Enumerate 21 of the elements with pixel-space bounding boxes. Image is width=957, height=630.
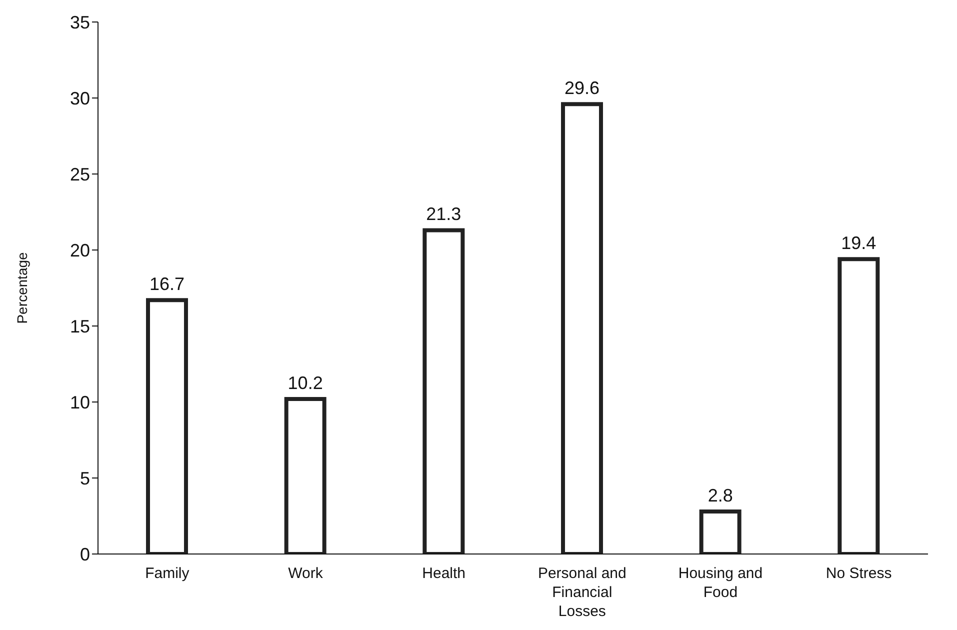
x-tick-label: Housing and Food xyxy=(678,565,763,601)
x-tick-label: Family xyxy=(145,565,190,582)
data-label: 19.4 xyxy=(841,233,876,254)
x-tick-label: Work xyxy=(288,565,324,582)
y-tick-label: 0 xyxy=(80,544,90,564)
y-tick-label: 20 xyxy=(70,240,90,260)
x-tick-label: Health xyxy=(422,565,466,582)
y-tick-label: 30 xyxy=(70,88,90,108)
data-label: 29.6 xyxy=(564,78,600,98)
y-tick-label: 10 xyxy=(70,392,90,412)
y-tick-label: 15 xyxy=(70,316,90,336)
y-tick-label: 35 xyxy=(70,12,90,32)
data-label: 21.3 xyxy=(426,204,462,224)
x-tick-label: Personal and Financial Losses xyxy=(538,565,626,620)
data-label: 2.8 xyxy=(708,485,733,506)
data-label: 16.7 xyxy=(149,274,185,294)
y-axis-title: Percentage xyxy=(14,252,30,324)
data-label: 10.2 xyxy=(288,372,323,393)
x-tick-label: No Stress xyxy=(826,565,892,582)
y-tick-label: 5 xyxy=(80,468,90,488)
y-tick-label: 25 xyxy=(70,164,90,184)
